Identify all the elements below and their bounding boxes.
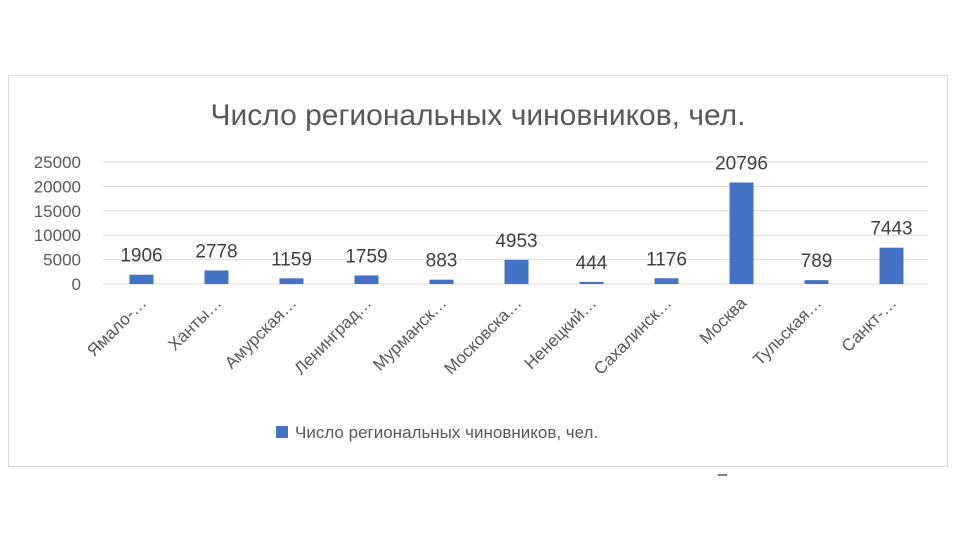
x-axis-ticks: Ямало-… Ханты…Амурская…Ленинград…Мурманск… (83, 293, 900, 379)
bar (429, 279, 454, 284)
data-label: 7443 (870, 219, 912, 240)
data-label: 4953 (495, 231, 537, 252)
x-tick-label: Московска… (440, 293, 525, 378)
data-label: 2778 (195, 241, 237, 262)
x-tick-label: Ленинград… (291, 293, 376, 378)
bar (129, 274, 154, 284)
bar (654, 278, 679, 284)
bar (279, 278, 304, 284)
y-axis-ticks: 0 5000 10000 15000 20000 25000 (34, 153, 81, 294)
x-tick-label: Тульская… (749, 293, 825, 369)
y-tick-label: 5000 (43, 251, 81, 270)
legend-label: Число региональных чиновников, чел. (295, 423, 598, 442)
x-tick-label: Сахалинск… (590, 293, 675, 378)
data-label: 1176 (646, 249, 687, 270)
data-label: 1759 (345, 246, 387, 267)
bar (204, 270, 229, 284)
x-tick-label: Санкт-… (838, 293, 901, 356)
legend: Число региональных чиновников, чел. (276, 423, 598, 442)
y-tick-label: 25000 (34, 153, 81, 172)
chart-title: Число региональных чиновников, чел. (210, 99, 745, 132)
x-tick-label: Ямало-… (83, 293, 150, 360)
bars (129, 182, 904, 284)
data-label: 883 (426, 251, 458, 272)
x-tick-label: Ненецкий… (521, 293, 601, 373)
bar (579, 281, 604, 284)
x-tick-label: Амурская… (221, 293, 300, 372)
bar (729, 182, 754, 284)
data-label: 789 (801, 251, 833, 272)
data-label: 444 (576, 253, 608, 274)
x-tick-label: Мурманск… (369, 293, 450, 374)
y-tick-label: 15000 (34, 202, 81, 221)
data-labels: 1906 2778 1159 1759 883 4953 444 1176 20796 789 74… (120, 154, 912, 274)
legend-swatch (276, 426, 288, 438)
data-label: 1906 (120, 246, 162, 267)
data-label: 20796 (715, 154, 768, 175)
grid-lines (103, 161, 928, 285)
x-tick-label: Ханты… (164, 293, 225, 354)
y-tick-label: 0 (72, 275, 81, 294)
bar (354, 275, 379, 284)
y-tick-label: 20000 (34, 177, 81, 196)
y-tick-label: 10000 (34, 226, 81, 245)
bar (804, 280, 829, 284)
chart-frame (8, 75, 948, 467)
x-tick-label: Москва (696, 293, 751, 348)
bar (504, 259, 529, 284)
data-label: 1159 (271, 249, 312, 270)
bar (879, 247, 904, 284)
stray-mark (718, 474, 727, 476)
